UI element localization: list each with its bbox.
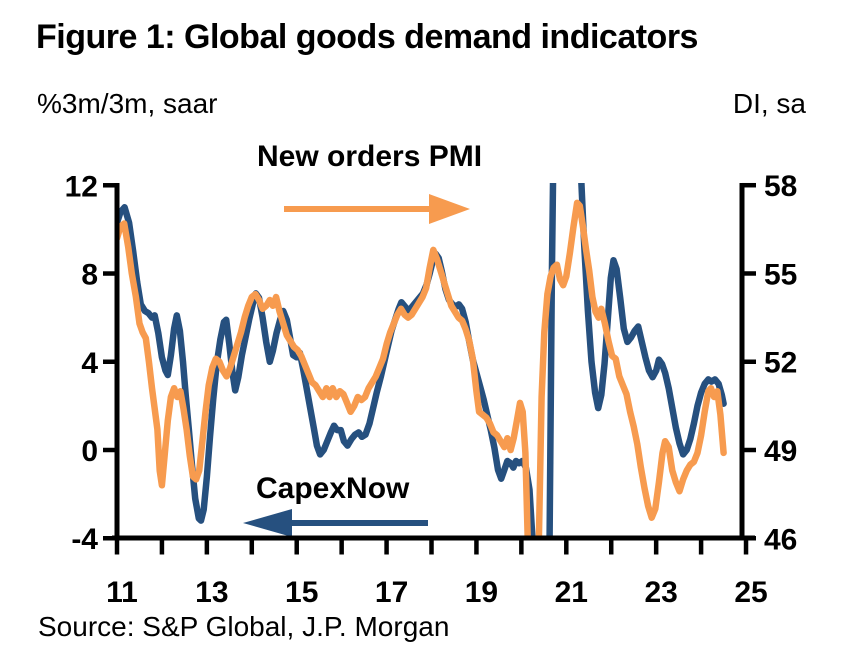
capexnow-line <box>119 183 727 537</box>
capexnow-annotation: CapexNow <box>256 472 410 505</box>
new-orders-pmi-line <box>119 199 727 537</box>
x-axis-tick-label: 17 <box>375 576 408 609</box>
x-axis-tick-label: 19 <box>465 576 498 609</box>
x-axis-tick-label: 23 <box>644 576 677 609</box>
left-axis-tick-label: 12 <box>65 170 98 203</box>
capex-left-arrowhead <box>243 509 292 537</box>
pmi-right-arrowhead <box>429 194 470 224</box>
left-axis-unit-label: %3m/3m, saar <box>37 88 218 119</box>
new-orders-pmi-annotation: New orders PMI <box>257 140 483 173</box>
right-axis-tick-label: 46 <box>764 523 797 556</box>
right-axis-tick-label: 52 <box>764 347 797 380</box>
right-axis-tick-label: 49 <box>764 435 797 468</box>
x-axis-tick-label: 21 <box>555 576 588 609</box>
source-note: Source: S&P Global, J.P. Morgan <box>38 611 450 642</box>
x-axis-tick-label: 25 <box>734 576 767 609</box>
right-axis-tick-label: 58 <box>764 170 797 203</box>
right-axis-unit-label: DI, sa <box>732 88 806 119</box>
right-axis-tick-label: 55 <box>764 258 797 291</box>
x-axis-tick-label: 13 <box>195 576 228 609</box>
left-axis-tick-label: 0 <box>81 435 98 468</box>
left-axis-tick-label: -4 <box>71 523 98 556</box>
left-axis-tick-label: 8 <box>81 259 98 292</box>
figure-title: Figure 1: Global goods demand indicators <box>36 18 698 56</box>
x-axis-tick-label: 15 <box>285 576 318 609</box>
x-axis-tick-label: 11 <box>106 576 138 609</box>
left-axis-tick-label: 4 <box>81 347 98 380</box>
